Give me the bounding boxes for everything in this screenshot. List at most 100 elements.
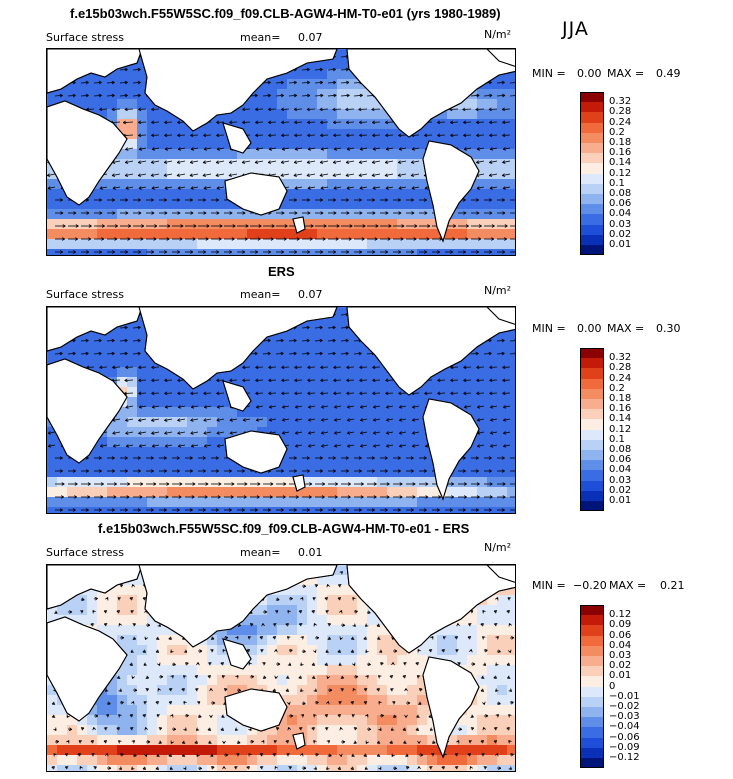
field-cell bbox=[337, 189, 348, 200]
field-cell bbox=[477, 377, 488, 388]
vector-arrow bbox=[191, 405, 199, 408]
vector-arrowhead bbox=[151, 133, 155, 138]
field-cell bbox=[447, 239, 458, 250]
vector-arrowhead bbox=[319, 107, 323, 112]
field-cell bbox=[447, 645, 458, 656]
vector-arrow bbox=[360, 418, 368, 421]
field-cell bbox=[477, 179, 488, 190]
vector-arrowhead bbox=[346, 133, 350, 138]
field-cell bbox=[267, 497, 278, 508]
field-cell bbox=[497, 447, 508, 458]
field-cell bbox=[357, 159, 368, 170]
vector-arrow bbox=[340, 326, 349, 329]
vector-arrowhead bbox=[332, 107, 336, 112]
field-cell bbox=[477, 219, 488, 230]
field-cell bbox=[327, 625, 338, 636]
field-cell bbox=[377, 159, 388, 170]
field-cell bbox=[207, 119, 218, 130]
field-cell bbox=[197, 159, 208, 170]
field-cell bbox=[187, 437, 198, 448]
field-cell bbox=[137, 467, 148, 478]
vector-arrowhead bbox=[335, 237, 339, 241]
vector-arrowhead bbox=[280, 173, 284, 177]
field-cell bbox=[427, 249, 438, 255]
vector-arrowhead bbox=[99, 444, 104, 448]
vector-arrow bbox=[295, 405, 303, 408]
field-cell bbox=[367, 99, 378, 110]
field-cell bbox=[167, 189, 178, 200]
field-cell bbox=[167, 139, 178, 150]
field-cell bbox=[87, 357, 98, 368]
field-cell bbox=[407, 417, 418, 428]
field-cell bbox=[87, 467, 98, 478]
vector-arrowhead bbox=[333, 405, 338, 409]
field-cell bbox=[357, 209, 368, 220]
colorbar-tick-label: 0.24 bbox=[609, 116, 632, 128]
field-cell bbox=[317, 487, 328, 498]
vector-arrowhead bbox=[309, 482, 313, 486]
vector-arrowhead bbox=[112, 444, 117, 448]
vector-arrowhead bbox=[153, 237, 157, 241]
field-cell bbox=[347, 129, 358, 140]
vector-arrow bbox=[340, 94, 350, 97]
field-cell bbox=[67, 79, 78, 90]
vector-arrowhead bbox=[332, 173, 336, 177]
field-cell bbox=[377, 497, 388, 508]
coastline bbox=[292, 216, 306, 234]
field-cell bbox=[487, 457, 498, 468]
field-cell bbox=[377, 219, 388, 230]
field-cell bbox=[177, 119, 188, 130]
field-cell bbox=[357, 347, 368, 358]
vector-arrow bbox=[321, 444, 329, 447]
vector-arrowhead bbox=[124, 173, 129, 177]
vector-arrowhead bbox=[163, 508, 167, 512]
vector-arrowhead bbox=[358, 456, 362, 460]
field-cell bbox=[497, 507, 508, 513]
vector-arrowhead bbox=[502, 186, 506, 190]
field-cell bbox=[317, 169, 328, 180]
vector-arrowhead bbox=[501, 508, 505, 512]
field-cell bbox=[237, 119, 248, 130]
field-cell bbox=[167, 487, 178, 498]
vector-arrowhead bbox=[268, 250, 272, 254]
field-cell bbox=[337, 417, 348, 428]
field-cell bbox=[177, 497, 188, 508]
vector-arrowhead bbox=[62, 224, 66, 228]
field-cell bbox=[277, 605, 288, 616]
field-cell bbox=[397, 397, 408, 408]
field-cell bbox=[87, 79, 98, 90]
field-cell bbox=[387, 457, 398, 468]
vector-arrow bbox=[503, 418, 511, 421]
field-cell bbox=[267, 377, 278, 388]
field-cell bbox=[377, 417, 388, 428]
vector-arrow bbox=[178, 444, 186, 447]
field-cell bbox=[97, 595, 108, 606]
vector-arrow bbox=[477, 405, 485, 408]
field-cell bbox=[477, 417, 488, 428]
field-cell bbox=[387, 477, 398, 488]
colorbar-tick-label: 0.32 bbox=[609, 352, 632, 364]
vector-arrowhead bbox=[372, 250, 376, 254]
field-cell bbox=[247, 159, 258, 170]
vector-arrowhead bbox=[205, 237, 209, 241]
field-cell bbox=[147, 427, 158, 438]
field-cell bbox=[367, 199, 378, 210]
field-cell bbox=[207, 139, 218, 150]
field-cell bbox=[477, 199, 488, 210]
vector-arrowhead bbox=[294, 444, 299, 448]
vector-arrowhead bbox=[138, 147, 142, 151]
vector-arrow bbox=[502, 147, 511, 150]
vector-arrow bbox=[360, 444, 368, 447]
field-cell bbox=[307, 625, 318, 636]
field-cell bbox=[377, 625, 388, 636]
field-cell bbox=[377, 467, 388, 478]
vector-arrowhead bbox=[502, 482, 506, 486]
vector-arrowhead bbox=[488, 456, 492, 460]
vector-arrowhead bbox=[203, 186, 207, 190]
vector-arrowhead bbox=[138, 211, 142, 215]
panel-2-max-label: MAX = bbox=[607, 322, 645, 335]
field-cell bbox=[497, 605, 508, 616]
vector-arrowhead bbox=[99, 250, 103, 254]
vector-arrow bbox=[340, 81, 350, 84]
vector-arrowhead bbox=[502, 147, 507, 151]
